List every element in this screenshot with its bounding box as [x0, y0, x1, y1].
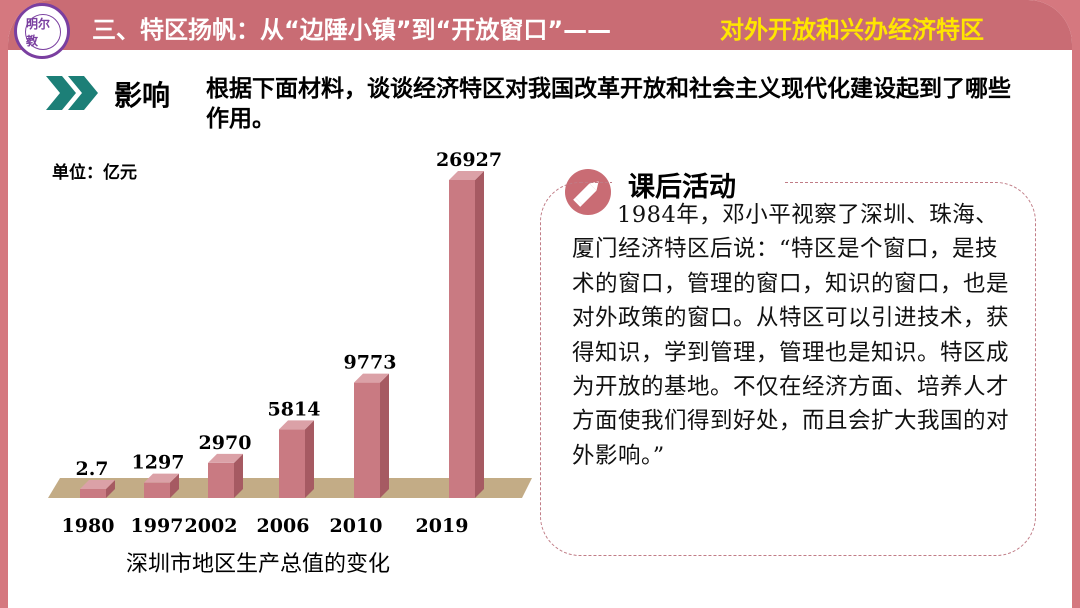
slide-title: 三、特区扬帆：从“边陲小镇”到“开放窗口”—— — [92, 16, 612, 44]
chart-title: 深圳市地区生产总值的变化 — [126, 552, 391, 577]
category-label-2002: 2002 — [185, 515, 238, 537]
activity-title: 课后活动 — [628, 172, 736, 203]
value-label-2010: 9773 — [344, 352, 397, 374]
category-label-2010: 2010 — [330, 515, 383, 537]
bar-1980 — [80, 480, 115, 498]
category-label-1997: 1997 — [131, 515, 184, 537]
value-label-1997: 1297 — [132, 452, 185, 474]
value-label-1980: 2.7 — [75, 458, 108, 480]
value-label-2019: 26927 — [436, 149, 502, 171]
value-label-2002: 2970 — [199, 432, 252, 454]
bar-2019 — [449, 171, 484, 498]
header-bar: 明尔教 三、特区扬帆：从“边陲小镇”到“开放窗口”—— 对外开放和兴办经济特区 — [8, 0, 1072, 59]
quote-text: 1984年，邓小平视察了深圳、珠海、厦门经济特区后说：“特区是个窗口，是技术的窗… — [572, 202, 1010, 469]
category-label-2019: 2019 — [416, 515, 469, 537]
bar-2010 — [354, 373, 389, 498]
section-label: 影响 — [114, 79, 171, 112]
double-chevron-right-icon — [46, 76, 98, 110]
school-logo: 明尔教 — [14, 3, 70, 59]
category-label-2006: 2006 — [257, 515, 310, 537]
slide-title-highlight: 对外开放和兴办经济特区 — [720, 16, 984, 44]
discussion-question: 根据下面材料，谈谈经济特区对我国改革开放和社会主义现代化建设起到了哪些作用。 — [206, 76, 1011, 132]
bar-1997 — [144, 473, 179, 498]
bar-2002 — [208, 453, 243, 498]
gdp-bar-chart: 2.7 1980 1297 1997 2970 2002 5814 2006 9773 2010 2… — [48, 149, 532, 537]
quote-box — [540, 182, 1036, 556]
quote-box-gap — [612, 178, 784, 188]
category-label-1980: 1980 — [62, 515, 115, 537]
slide: 明尔教 三、特区扬帆：从“边陲小镇”到“开放窗口”—— 对外开放和兴办经济特区 … — [8, 0, 1072, 608]
chart-unit-label: 单位：亿元 — [52, 163, 137, 183]
bar-2006 — [279, 420, 314, 498]
value-label-2006: 5814 — [268, 398, 321, 420]
